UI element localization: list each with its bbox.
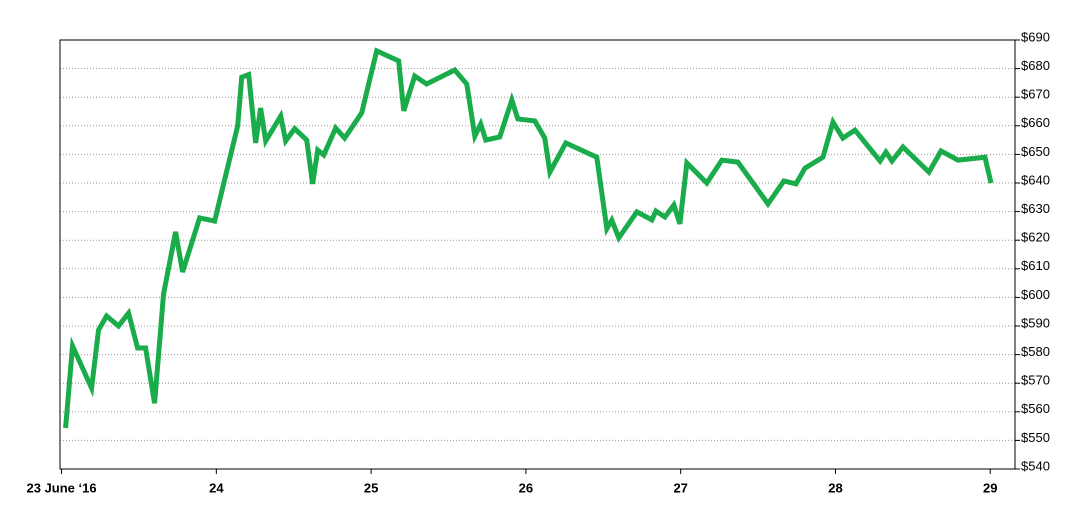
- y-tick-label: $650: [1021, 144, 1050, 159]
- y-tick-label: $680: [1021, 58, 1050, 73]
- y-tick-label: $550: [1021, 430, 1050, 445]
- x-tick-label: 28: [828, 480, 842, 495]
- y-tick-label: $580: [1021, 344, 1050, 359]
- y-tick-label: $570: [1021, 373, 1050, 388]
- y-tick-label: $600: [1021, 287, 1050, 302]
- x-tick-label: 26: [519, 480, 533, 495]
- y-tick-label: $660: [1021, 115, 1050, 130]
- x-tick-label: 24: [209, 480, 224, 495]
- x-tick-label: 27: [673, 480, 687, 495]
- y-tick-label: $670: [1021, 87, 1050, 102]
- y-tick-label: $610: [1021, 258, 1050, 273]
- price-line: [63, 47, 994, 429]
- y-tick-label: $630: [1021, 201, 1050, 216]
- y-tick-label: $640: [1021, 172, 1050, 187]
- x-tick-label: 23 June ‘16: [26, 480, 96, 495]
- y-tick-label: $620: [1021, 230, 1050, 245]
- y-tick-label: $540: [1021, 458, 1050, 473]
- y-tick-label: $690: [1021, 29, 1050, 44]
- y-tick-label: $590: [1021, 315, 1050, 330]
- x-tick-label: 29: [983, 480, 997, 495]
- x-tick-label: 25: [364, 480, 378, 495]
- plot-border: [59, 39, 1016, 470]
- y-tick-label: $560: [1021, 401, 1050, 416]
